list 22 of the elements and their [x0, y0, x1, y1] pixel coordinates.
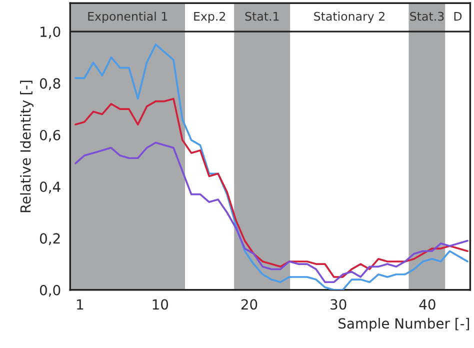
- x-tick-label: 30: [330, 299, 346, 310]
- line-series: [74, 98, 468, 278]
- band-label: Exponential 1: [88, 12, 168, 24]
- x-tick-label: 20: [241, 299, 258, 310]
- band-label: Stat.1: [245, 12, 279, 21]
- band-label: Exp.2: [194, 12, 226, 24]
- x-tick-label: 10: [152, 299, 168, 310]
- y-tick-label: 0,4: [40, 182, 60, 194]
- y-tick-label: 0,8: [40, 78, 60, 90]
- x-tick-label: 1: [77, 299, 84, 310]
- line-series: [74, 44, 468, 290]
- line-series: [74, 142, 468, 284]
- y-tick-label: 0,6: [40, 130, 60, 142]
- y-tick-label: 0,2: [40, 233, 60, 246]
- x-tick-label: 40: [419, 299, 436, 310]
- band-label: D: [454, 12, 462, 21]
- x-axis-title: Sample Number [-]: [338, 318, 470, 332]
- y-tick-label: 0,0: [40, 284, 60, 297]
- band-label: Stat.3: [410, 12, 444, 21]
- y-tick-label: 1,0: [40, 26, 60, 38]
- band-label: Stationary 2: [314, 12, 384, 24]
- y-axis-title: Relative Identity [-]: [20, 80, 34, 212]
